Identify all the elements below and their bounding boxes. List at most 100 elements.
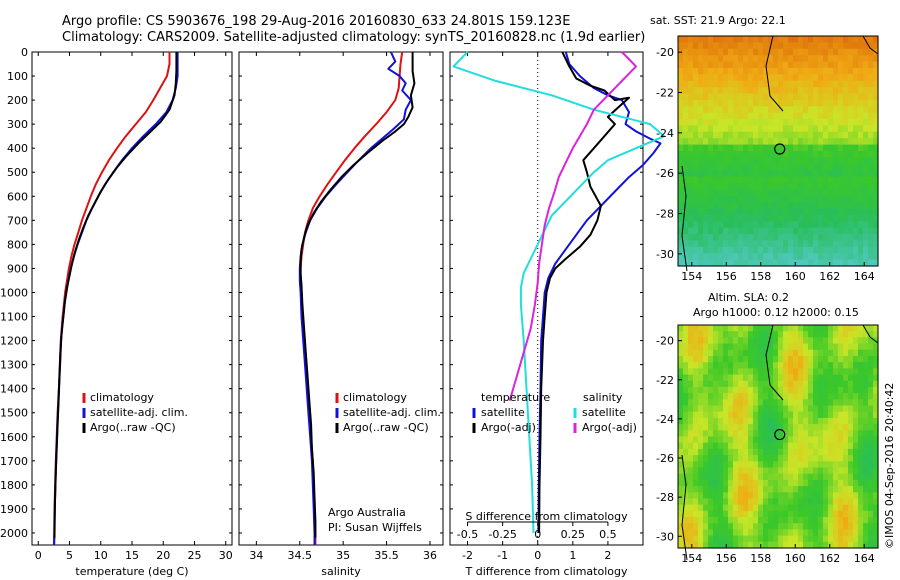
map-cell <box>703 74 709 82</box>
map-cell <box>683 138 689 146</box>
map-cell <box>803 325 809 332</box>
map-cell <box>683 399 689 407</box>
map-cell <box>733 253 739 261</box>
map-cell <box>733 374 739 382</box>
map-cell <box>833 467 839 475</box>
map-cell <box>713 48 719 56</box>
map-cell <box>818 405 824 413</box>
map-cell <box>838 138 844 146</box>
map-cell <box>848 157 854 165</box>
map-cell <box>728 189 734 197</box>
y-tick-label: 1900 <box>0 503 28 516</box>
map-cell <box>688 48 694 56</box>
map-cell <box>678 411 684 419</box>
map-cell <box>688 411 694 419</box>
map-cell <box>798 467 804 475</box>
map-cell <box>693 356 699 363</box>
y-tick-label: -20 <box>656 46 674 59</box>
map-cell <box>848 125 854 133</box>
map-cell <box>753 380 759 388</box>
map-cell <box>753 362 759 369</box>
map-cell <box>828 55 834 63</box>
map-cell <box>758 510 764 518</box>
map-cell <box>708 386 714 394</box>
map-cell <box>743 529 749 537</box>
map-cell <box>788 55 794 63</box>
map-cell <box>863 240 869 248</box>
map-cell <box>718 467 724 475</box>
map-cell <box>783 55 789 63</box>
map-cell <box>868 486 874 493</box>
map-cell <box>753 214 759 222</box>
map-cell <box>808 176 814 184</box>
map-cell <box>808 492 814 500</box>
map-cell <box>703 202 709 210</box>
map-cell <box>818 80 824 88</box>
map-cell <box>813 417 819 425</box>
map-cell <box>678 221 684 229</box>
map-cell <box>743 343 749 351</box>
map-cell <box>723 535 729 543</box>
map-cell <box>738 157 744 165</box>
map-cell <box>753 227 759 235</box>
map-cell <box>718 442 724 450</box>
map-cell <box>773 492 779 500</box>
map-cell <box>803 87 809 95</box>
map-cell <box>763 93 769 101</box>
map-cell <box>773 417 779 425</box>
map-cell <box>728 362 734 369</box>
map-cell <box>833 473 839 481</box>
map-cell <box>733 337 739 345</box>
map-cell <box>773 349 779 357</box>
map-cell <box>708 504 714 512</box>
map-cell <box>718 368 724 376</box>
y-tick-label: 1800 <box>0 479 28 492</box>
map-cell <box>763 368 769 376</box>
map-cell <box>833 42 839 50</box>
map-cell <box>683 510 689 518</box>
map-cell <box>683 529 689 537</box>
map-cell <box>743 189 749 197</box>
map-cell <box>843 380 849 388</box>
map-cell <box>698 405 704 413</box>
map-cell <box>793 163 799 171</box>
map-cell <box>718 498 724 506</box>
map-cell <box>753 246 759 254</box>
map-cell <box>818 99 824 107</box>
map-cell <box>753 455 759 462</box>
map-cell <box>748 189 754 197</box>
map-cell <box>763 510 769 518</box>
map-cell <box>738 240 744 248</box>
map-cell <box>703 87 709 95</box>
map-cell <box>783 436 789 444</box>
map-cell <box>783 176 789 184</box>
map-cell <box>823 48 829 56</box>
map-cell <box>758 246 764 254</box>
map-cell <box>678 424 684 431</box>
map-cell <box>808 343 814 351</box>
map-cell <box>763 411 769 419</box>
map-cell <box>798 430 804 438</box>
map-cell <box>728 195 734 203</box>
map-cell <box>793 240 799 248</box>
map-cell <box>713 349 719 357</box>
map-cell <box>683 246 689 254</box>
map-cell <box>743 436 749 444</box>
map-cell <box>713 131 719 139</box>
map-cell <box>843 74 849 82</box>
map-cell <box>753 331 759 338</box>
map-cell <box>698 221 704 229</box>
map-cell <box>833 259 839 267</box>
map-cell <box>743 240 749 248</box>
map-cell <box>843 253 849 261</box>
map-cell <box>858 492 864 500</box>
map-cell <box>818 208 824 216</box>
map-cell <box>733 417 739 425</box>
map-cell <box>808 393 814 400</box>
map-cell <box>718 386 724 394</box>
x-tick-label: 35.5 <box>374 549 399 562</box>
map-cell <box>723 411 729 419</box>
map-cell <box>848 362 854 369</box>
map-cell <box>763 106 769 114</box>
map-cell <box>683 504 689 512</box>
